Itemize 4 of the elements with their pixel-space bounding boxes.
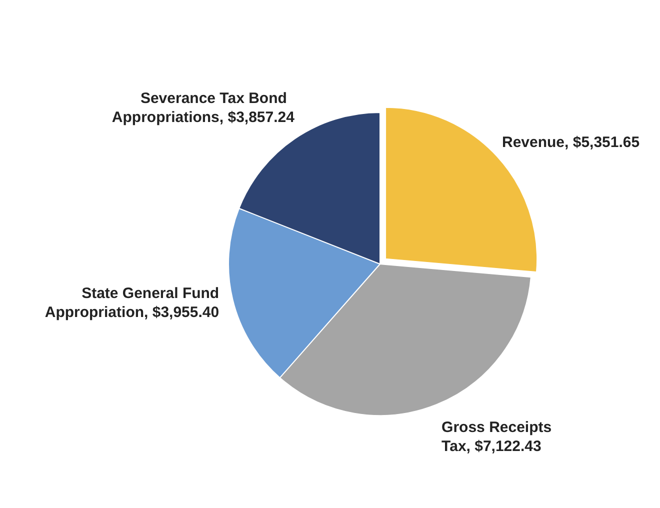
slice-label: Gross Receipts Tax, $7,122.43 [442, 418, 553, 456]
slice-label: State General Fund Appropriation, $3,955.40 [44, 284, 220, 322]
slice-label: Revenue, $5,351.65 [502, 134, 640, 152]
slice-label: Severance Tax Bond Appropriations, $3,857.24 [112, 89, 294, 128]
